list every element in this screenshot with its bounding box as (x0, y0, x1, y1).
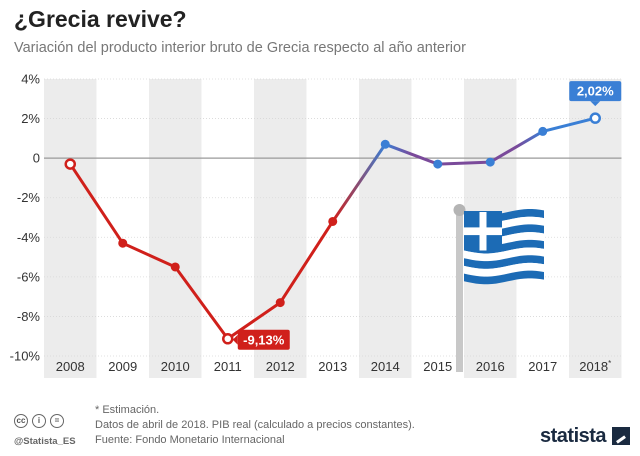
data-point-2017 (538, 126, 548, 136)
greek-flag-illustration (453, 204, 544, 372)
y-tick-label: -2% (17, 190, 41, 205)
footer-notes: * Estimación. Datos de abril de 2018. PI… (95, 403, 415, 448)
band-2018* (569, 79, 622, 378)
y-tick-label: 2% (21, 111, 40, 126)
line-segment-2015 (436, 160, 492, 166)
license-icons: cc i = (14, 414, 64, 428)
x-tick-label: 2011 (214, 359, 242, 374)
annotation-pointer (232, 334, 238, 345)
y-tick-label: -8% (17, 309, 41, 324)
background-bands (44, 79, 622, 378)
data-point-2011 (222, 333, 234, 345)
x-tick-label: 2018* (579, 359, 611, 374)
band-2014 (359, 79, 412, 378)
line-segment-2017 (541, 116, 597, 133)
annotation-pointer (590, 101, 601, 107)
no-derivatives-icon: = (50, 414, 64, 428)
line-segment-2011 (226, 301, 282, 341)
line-segment-2008 (68, 162, 125, 245)
band-2012 (254, 79, 307, 378)
band-2010 (149, 79, 202, 378)
line-segment-2016 (488, 129, 545, 164)
cc-icon: cc (14, 414, 28, 428)
data-point-2009 (118, 238, 128, 248)
data-point-2012 (275, 298, 285, 308)
x-tick-label: 2010 (161, 359, 190, 374)
data-point-2008 (64, 158, 76, 170)
line-segment-2009 (121, 241, 177, 269)
annotation-2018*: 2,02% (569, 81, 622, 107)
x-tick-label: 2015 (423, 359, 452, 374)
x-tick-label: 2017 (528, 359, 557, 374)
flag-stripe (464, 262, 544, 277)
line-segment-2010 (173, 265, 230, 341)
line-segment-2013 (331, 142, 387, 223)
flag-pole (456, 212, 463, 372)
line-segment-2012 (278, 219, 335, 305)
annotation-label: -9,13% (243, 332, 285, 347)
data-point-2015 (433, 159, 443, 169)
annotation-box (569, 81, 622, 102)
gridlines (44, 78, 622, 357)
data-annotations: -9,13% 2,02% (232, 81, 622, 350)
footnote-data-info: Datos de abril de 2018. PIB real (calcul… (95, 419, 415, 431)
x-tick-label: 2016 (476, 359, 505, 374)
data-line (68, 116, 597, 341)
annotation-label: 2,02% (577, 84, 614, 99)
social-handle: @Statista_ES (14, 436, 76, 447)
brand-mark-icon (612, 427, 630, 445)
y-tick-label: -4% (17, 230, 41, 245)
data-point-2014 (380, 139, 390, 149)
line-segment-2014 (383, 142, 440, 166)
x-tick-label: 2014 (371, 359, 400, 374)
data-point-2018* (589, 112, 601, 124)
x-tick-label: 2008 (56, 359, 85, 374)
y-tick-label: 4% (21, 72, 40, 87)
chart-subtitle: Variación del producto interior bruto de… (14, 40, 466, 56)
data-point-2016 (485, 157, 495, 167)
data-points (64, 112, 601, 345)
x-tick-label: 2009 (108, 359, 137, 374)
annotation-2011: -9,13% (232, 329, 290, 350)
annotation-box (237, 329, 290, 350)
y-axis-ticks: 4% 2% 0 -2% -4% -6% -8% -10% (10, 72, 41, 364)
flag-pole-top (453, 204, 466, 216)
footnote-estimate: * Estimación. (95, 404, 160, 416)
x-tick-label: 2013 (318, 359, 347, 374)
brand-logo[interactable]: statista (540, 425, 607, 447)
band-2008 (44, 79, 97, 378)
y-tick-label: -6% (17, 269, 41, 284)
flag-stripe (464, 270, 544, 285)
attribution-icon: i (32, 414, 46, 428)
line-chart: 4%2%0-2%-4%-6%-8%-10% 2008 2009 2010 2011 20… (10, 72, 622, 378)
data-point-2010 (170, 262, 180, 272)
flag-stripe (464, 247, 544, 262)
flag-stripe (464, 255, 544, 269)
x-tick-label: 2012 (266, 359, 295, 374)
flag-cross-horizontal (464, 227, 502, 236)
footnote-source: Fuente: Fondo Monetario Internacional (95, 434, 285, 446)
y-tick-label: -10% (10, 349, 41, 364)
data-point-2013 (328, 216, 338, 226)
y-tick-label: 0 (33, 151, 40, 166)
chart-title: ¿Grecia revive? (14, 6, 187, 32)
x-axis-ticks: 2008 2009 2010 2011 2012 2013 2014 2015 2016 2017… (56, 359, 611, 374)
